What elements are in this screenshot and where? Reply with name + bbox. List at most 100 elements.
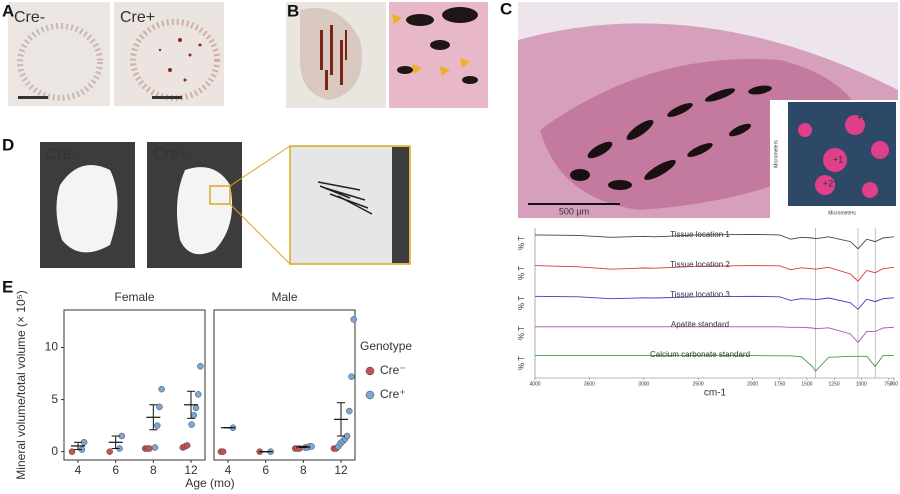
spectrum: [534, 233, 894, 250]
genotype-label: Cre-: [46, 146, 77, 163]
data-point: [192, 404, 200, 412]
calcification: [397, 7, 478, 84]
zoom-line: [229, 203, 291, 265]
x-tick-label: 750: [884, 381, 893, 387]
y-axis-label: Mineral volume/total volume (× 10⁵): [14, 290, 28, 479]
scale-bar: [528, 203, 620, 205]
data-point: [346, 407, 353, 415]
scale-label: 500 μm: [559, 206, 589, 216]
zoom-image: [289, 145, 411, 265]
x-tick-label: 3500: [584, 381, 595, 387]
tissue: [17, 23, 103, 101]
x-tick-label: 1250: [829, 381, 840, 387]
data-point: [106, 448, 113, 455]
lumen: [518, 2, 898, 90]
facet-frame: [63, 309, 206, 461]
panel-d: D Cre- Cre+: [2, 135, 411, 268]
inset-x-label: Micrometers: [828, 210, 856, 216]
inset-point: +1: [833, 154, 843, 164]
x-tick-label: 4000: [529, 381, 540, 387]
tissue: [130, 19, 220, 101]
series-label: Tissue location 2: [670, 260, 730, 269]
x-tick-label: 1500: [801, 381, 812, 387]
calcification: [320, 25, 347, 90]
genotype-label: Cre-: [14, 9, 45, 26]
x-tick-label: 1000: [856, 381, 867, 387]
zoom-box: [209, 185, 231, 205]
data-point: [183, 442, 191, 449]
x-tick-label: 700: [890, 381, 899, 387]
legend-swatch: [365, 366, 375, 376]
y-axis-label: % T: [517, 266, 526, 280]
series-label: Tissue location 3: [670, 290, 730, 299]
panel-label: E: [2, 277, 13, 296]
series-label: Calcium carbonate standard: [650, 350, 750, 359]
facet-frame: [213, 309, 356, 461]
data-point: [219, 448, 227, 455]
x-tick-label: 6: [112, 463, 119, 477]
x-tick-label: 1750: [774, 381, 785, 387]
x-tick-label: 6: [262, 463, 269, 477]
x-tick-label: 4: [75, 463, 82, 477]
panel-a: A Cre- Cre+: [2, 1, 224, 106]
data-point: [146, 445, 153, 452]
series-label: Tissue location 1: [670, 230, 730, 239]
inset-point: +2: [823, 178, 833, 188]
zoom-line: [229, 145, 291, 187]
legend-swatch: [365, 390, 375, 400]
scale-bar: [18, 96, 48, 99]
legend-label: Cre⁺: [380, 387, 406, 401]
x-tick-label: 12: [184, 463, 198, 477]
arrowhead: [392, 14, 470, 76]
data-point: [350, 316, 357, 323]
data-point: [153, 422, 161, 429]
y-tick-label: 10: [45, 340, 59, 354]
y-tick-label: 0: [51, 444, 58, 458]
tissue-render: [56, 165, 118, 253]
tissue-render: [176, 167, 233, 255]
x-tick-label: 2000: [747, 381, 758, 387]
x-tick-label: 4: [225, 463, 232, 477]
facet-title: Male: [271, 290, 297, 304]
panel-c-image: 500 μm +3 +1 +2 Micrometers Micrometers …: [500, 0, 898, 218]
data-point: [158, 385, 165, 393]
x-tick-label: 3000: [638, 381, 649, 387]
data-point: [151, 444, 159, 451]
spectrum: [534, 295, 894, 310]
inset-point: +3: [857, 112, 867, 122]
x-tick-label: 2500: [693, 381, 704, 387]
calcification: [317, 181, 373, 215]
panel-label: D: [2, 135, 14, 154]
x-tick-label: 8: [300, 463, 307, 477]
x-axis-label: cm-1: [704, 388, 727, 399]
spectrum: [535, 355, 894, 372]
series-label: Apatite standard: [671, 320, 729, 329]
inset-y-label: Micrometers: [773, 140, 779, 168]
spectrum: [535, 326, 894, 344]
genotype-label: Cre+: [153, 146, 188, 163]
y-tick-label: 5: [51, 392, 58, 406]
x-tick-label: 12: [334, 463, 348, 477]
y-axis-label: % T: [517, 236, 526, 250]
calcification: [158, 38, 202, 82]
data-point: [197, 363, 204, 370]
y-axis-label: % T: [517, 296, 526, 310]
legend-label: Cre⁻: [380, 363, 406, 377]
panel-label: B: [287, 1, 299, 20]
data-point: [118, 432, 126, 440]
data-point: [194, 391, 202, 398]
panel-label: A: [2, 1, 14, 20]
data-point: [188, 421, 195, 428]
histology-image: [8, 2, 110, 106]
x-axis-label: Age (mo): [185, 476, 234, 490]
calcification: [570, 85, 772, 190]
data-point: [68, 448, 76, 455]
spectrum: [534, 265, 894, 282]
scale-bar: [152, 96, 182, 99]
data-point: [348, 373, 355, 380]
genotype-label: Cre+: [120, 9, 155, 26]
y-axis-label: % T: [517, 326, 526, 340]
legend-title: Genotype: [360, 339, 412, 353]
panel-label: C: [500, 0, 512, 18]
